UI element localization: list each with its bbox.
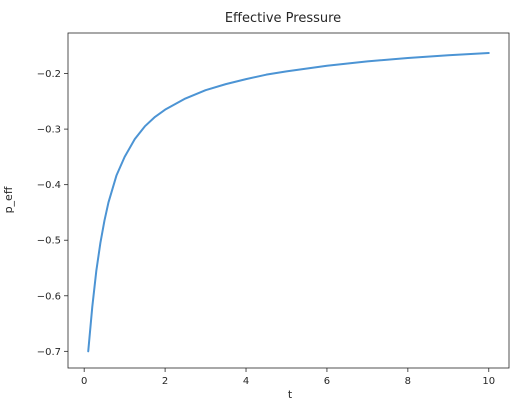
x-tick-label: 2 bbox=[162, 376, 168, 387]
x-tick-label: 10 bbox=[482, 376, 495, 387]
x-tick-label: 8 bbox=[405, 376, 411, 387]
y-tick-label: −0.3 bbox=[37, 125, 61, 136]
x-tick-label: 4 bbox=[243, 376, 249, 387]
y-tick-label: −0.6 bbox=[37, 291, 61, 302]
y-tick-label: −0.2 bbox=[37, 69, 61, 80]
x-axis-label: t bbox=[288, 388, 293, 401]
y-axis-label: p_eff bbox=[2, 186, 15, 213]
x-tick-label: 0 bbox=[81, 376, 87, 387]
y-tick-label: −0.4 bbox=[37, 180, 61, 191]
y-tick-label: −0.7 bbox=[37, 347, 61, 358]
plot-frame bbox=[67, 32, 510, 369]
x-axis-ticks: 0 2 4 6 8 10 bbox=[81, 368, 495, 387]
chart-title: Effective Pressure bbox=[225, 11, 341, 26]
y-tick-label: −0.5 bbox=[37, 236, 61, 247]
data-line bbox=[87, 52, 490, 353]
y-axis-ticks: −0.7 −0.6 −0.5 −0.4 −0.3 −0.2 bbox=[37, 69, 68, 358]
x-tick-label: 6 bbox=[324, 376, 330, 387]
